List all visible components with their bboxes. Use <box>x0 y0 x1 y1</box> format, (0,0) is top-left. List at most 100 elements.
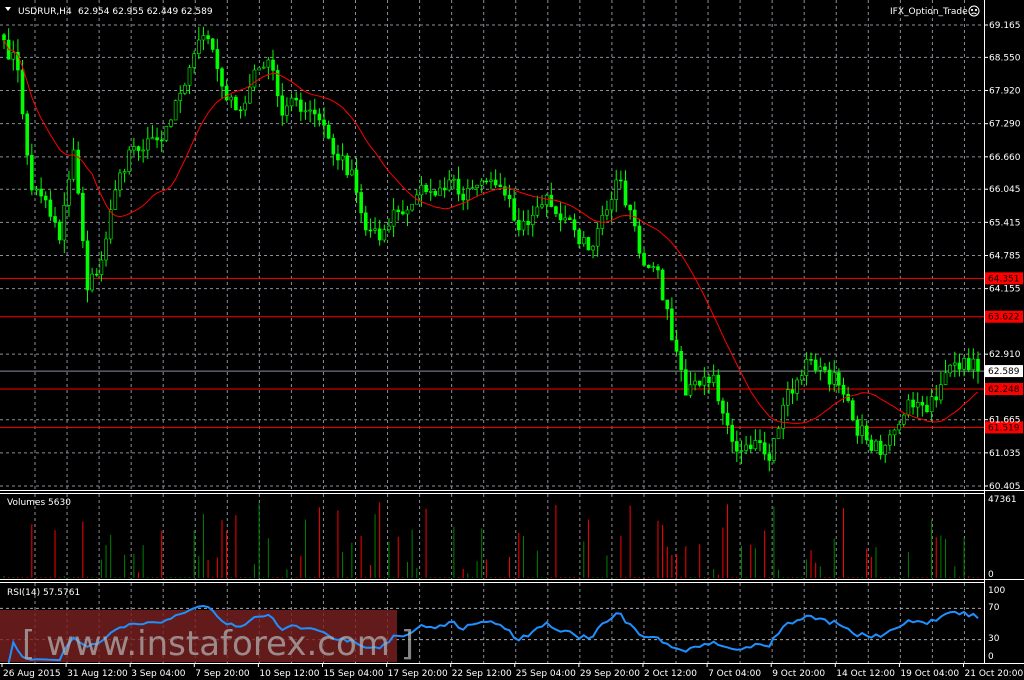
candle-bull <box>475 184 479 188</box>
candle-bull <box>939 384 943 401</box>
candle-bear <box>345 155 350 176</box>
candle-bear <box>299 99 303 112</box>
level-label-bg <box>985 272 1023 285</box>
candle-bear <box>294 97 299 101</box>
candle-bear <box>354 169 359 193</box>
price-tick-label: 66.045 <box>989 185 1021 195</box>
candle-bull <box>419 184 424 196</box>
ohlc-label: 62.954 62.955 62.449 62.589 <box>78 7 213 17</box>
time-tick-label: 25 Sep 04:00 <box>516 669 576 679</box>
candle-bull <box>122 171 127 174</box>
candle-bull <box>248 86 252 104</box>
candle-bear <box>925 404 929 413</box>
candle-bear <box>721 400 725 414</box>
rsi-tick-30: 30 <box>988 634 1000 644</box>
grid <box>0 0 984 663</box>
candle-bear <box>707 376 711 383</box>
candle-bear <box>234 96 238 111</box>
candle-bull <box>702 376 707 386</box>
candle-bull <box>781 404 786 429</box>
price-tick-label: 64.155 <box>989 285 1021 295</box>
candle-bear <box>748 444 753 450</box>
price-axis: 69.165 68.550 67.920 67.290 66.660 66.045 65.4… <box>984 21 1021 492</box>
horizontal-levels[interactable]: 64.351 63.622 62.248 61.519 62.589 <box>0 272 1023 434</box>
candle-bull <box>34 188 39 191</box>
candle-bull <box>447 179 452 191</box>
candle-bull <box>252 69 257 88</box>
candle-bear <box>280 95 285 116</box>
candle-bear <box>725 412 730 426</box>
candle-bear <box>558 213 563 221</box>
candle-bull <box>192 53 196 68</box>
candle-bull <box>132 146 136 151</box>
candle-bear <box>136 146 141 151</box>
candle-bear <box>336 153 340 161</box>
time-tick-label: 17 Sep 20:00 <box>388 669 448 679</box>
candle-bear <box>155 137 159 141</box>
candle-bull <box>888 434 892 446</box>
candle-bear <box>461 193 465 201</box>
candle-bull <box>90 273 94 291</box>
candle-bull <box>67 178 71 206</box>
candle-bear <box>507 194 512 200</box>
candle-bear <box>359 192 363 214</box>
candle-bull <box>772 438 776 461</box>
price-tick-label: 68.550 <box>989 53 1021 63</box>
candle-bull <box>530 214 535 226</box>
time-tick-label: 9 Oct 20:00 <box>772 669 825 679</box>
level-label: 62.248 <box>988 385 1020 395</box>
rsi-line <box>7 604 979 664</box>
candle-bull <box>818 366 823 371</box>
candle-bull <box>906 399 911 416</box>
candle-bull <box>948 364 952 374</box>
candle-bear <box>758 440 762 444</box>
rsi-tick-0: 0 <box>988 652 994 662</box>
candle-bear <box>331 137 336 155</box>
time-tick-label: 14 Oct 12:00 <box>836 669 895 679</box>
candle-bear <box>493 179 498 186</box>
candle-bull <box>229 96 234 101</box>
candle-bear <box>957 362 962 370</box>
candle-bear <box>275 70 280 97</box>
volumes-title: Volumes 5630 <box>7 498 71 508</box>
candle-bull <box>428 191 433 193</box>
candle-bear <box>57 221 62 241</box>
expert-label: IFX_Option_Trade <box>890 7 968 17</box>
price-tick-label: 62.910 <box>989 350 1021 360</box>
candle-bear <box>526 220 530 226</box>
candle-bear <box>837 372 841 386</box>
volume-bars <box>3 502 979 578</box>
candle-bull <box>535 206 540 216</box>
candle-bear <box>730 424 734 442</box>
candle-bear <box>2 34 6 41</box>
candle-bull <box>71 149 76 180</box>
candle-bear <box>363 212 368 231</box>
candle-bear <box>656 266 660 271</box>
price-tick-label: 66.660 <box>989 153 1021 163</box>
candle-bear <box>512 198 516 221</box>
time-tick-label: 3 Sep 04:00 <box>131 669 186 679</box>
candle-bull <box>11 51 16 60</box>
candle-bull <box>178 93 183 101</box>
candle-bull <box>104 238 108 261</box>
price-tick-label: 64.785 <box>989 252 1021 262</box>
candle-bull <box>776 428 781 439</box>
dropdown-triangle-icon[interactable] <box>5 7 11 11</box>
candle-bull <box>962 358 966 370</box>
candle-bear <box>396 209 401 213</box>
candle-bear <box>224 85 229 101</box>
sad-face-icon[interactable] <box>968 5 980 17</box>
candle-bull <box>405 209 410 215</box>
candle-bear <box>577 229 581 245</box>
candle-bear <box>322 119 326 126</box>
rsi-tick-100: 100 <box>988 586 1005 596</box>
candle-bear <box>679 350 683 370</box>
time-tick-label: 2 Oct 12:00 <box>644 669 697 679</box>
level-label-bg <box>985 421 1023 434</box>
volume-min-label: 0 <box>988 570 994 580</box>
candle-bull <box>521 220 526 231</box>
price-tick-label: 61.665 <box>989 416 1021 426</box>
candle-bear <box>823 366 827 371</box>
candle-bear <box>433 191 438 196</box>
